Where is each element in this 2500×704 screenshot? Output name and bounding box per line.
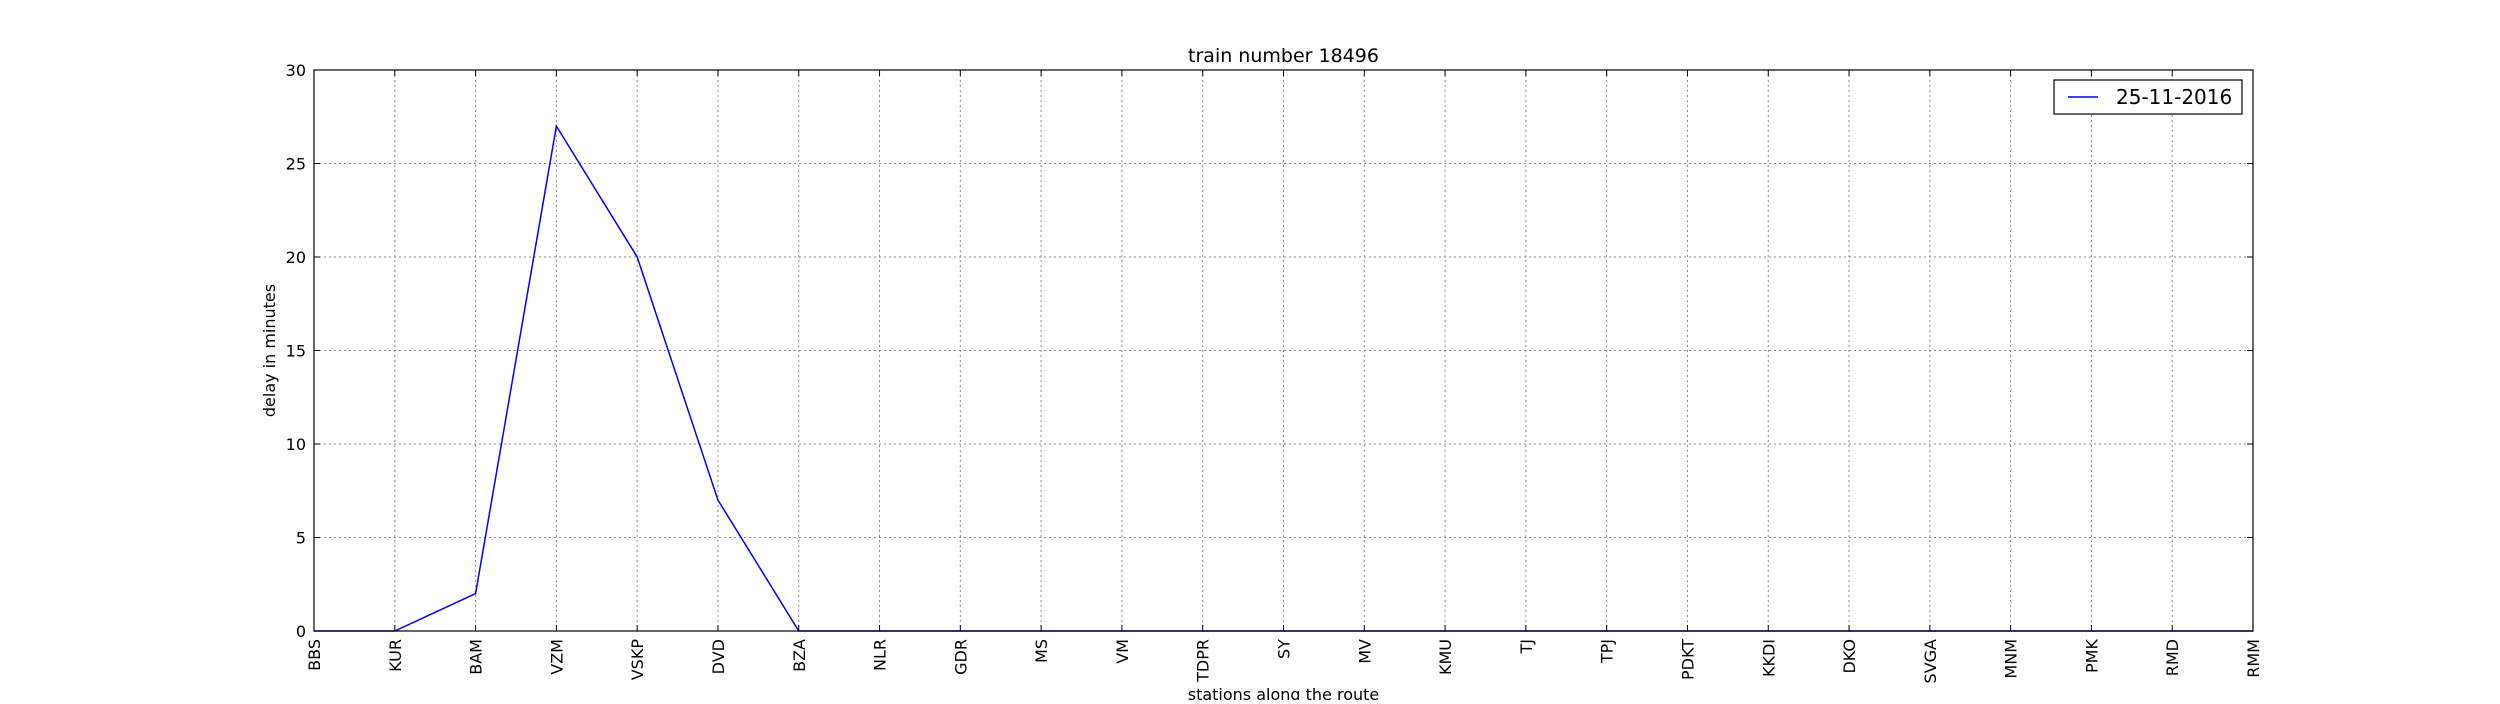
x-tick-label: MS <box>1032 639 1051 663</box>
y-tick-label: 20 <box>286 248 306 267</box>
x-tick-label: TJ <box>1517 639 1536 655</box>
x-tick-label: VM <box>1113 639 1132 664</box>
x-tick-label: BBS <box>305 639 324 671</box>
y-tick-label: 25 <box>286 155 306 174</box>
x-tick-label: SVGA <box>1921 639 1940 684</box>
x-tick-label: VSKP <box>628 639 647 681</box>
x-tick-label: DVD <box>709 639 728 674</box>
ticks: BBS KUR BAM VZM VSKP DVD BZA NLR GDR MS VM TDPR SY MV… <box>286 61 2263 683</box>
y-tick-label: 30 <box>286 61 306 80</box>
x-axis-label: stations along the route <box>1188 685 1380 700</box>
x-tick-label: PMK <box>2082 639 2101 673</box>
x-tick-label: KKDI <box>1759 639 1778 677</box>
legend: 25-11-2016 <box>2053 79 2243 115</box>
y-axis-label: delay in minutes <box>260 284 279 417</box>
x-tick-label: KMU <box>1436 639 1455 675</box>
x-tick-label: GDR <box>951 639 970 675</box>
x-tick-label: PDKT <box>1678 639 1697 680</box>
x-tick-label: BZA <box>790 639 809 672</box>
x-tick-label: MNM <box>2002 639 2021 679</box>
y-tick-label: 5 <box>296 529 306 548</box>
x-tick-label: RMD <box>2163 639 2182 676</box>
chart-title: train number 18496 <box>1188 45 1379 67</box>
x-tick-label: TPJ <box>1598 639 1617 664</box>
grid <box>314 70 2253 631</box>
x-tick-label: MV <box>1355 639 1374 664</box>
x-tick-label: VZM <box>547 639 566 675</box>
x-tick-label: DKO <box>1840 639 1859 674</box>
legend-label: 25-11-2016 <box>2116 85 2232 109</box>
x-tick-label: BAM <box>467 639 486 675</box>
x-tick-label: SY <box>1275 639 1294 659</box>
x-tick-label: TDPR <box>1194 639 1213 683</box>
x-tick-label: NLR <box>871 639 890 671</box>
x-tick-label: KUR <box>386 639 405 672</box>
y-tick-label: 0 <box>296 622 306 641</box>
y-tick-label: 10 <box>286 435 306 454</box>
y-tick-label: 15 <box>286 342 306 361</box>
x-tick-label: RMM <box>2244 639 2263 678</box>
